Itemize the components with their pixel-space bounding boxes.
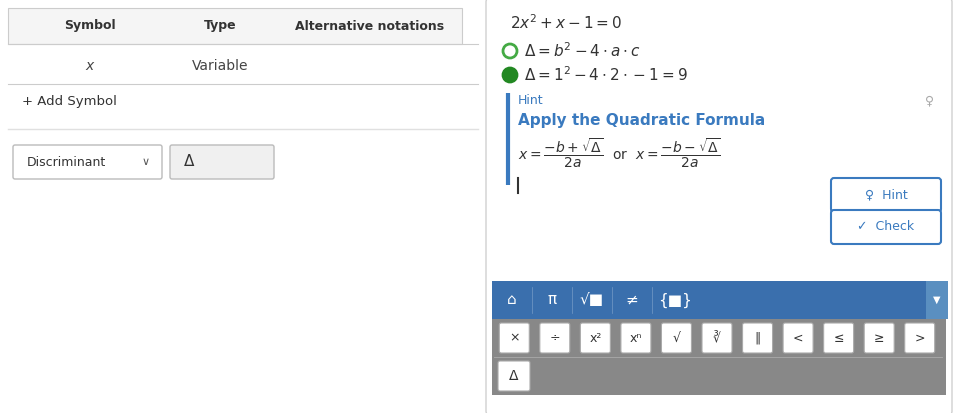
Text: ♀  Hint: ♀ Hint: [864, 188, 906, 202]
Text: xⁿ: xⁿ: [629, 332, 641, 344]
FancyBboxPatch shape: [491, 357, 945, 395]
Text: <: <: [792, 332, 802, 344]
FancyBboxPatch shape: [170, 145, 274, 179]
Text: $\Delta = 1^2 - 4 \cdot 2 \cdot -1 = 9$: $\Delta = 1^2 - 4 \cdot 2 \cdot -1 = 9$: [524, 66, 687, 84]
FancyBboxPatch shape: [782, 323, 812, 353]
FancyBboxPatch shape: [863, 323, 894, 353]
FancyBboxPatch shape: [539, 323, 569, 353]
Text: √: √: [672, 332, 679, 344]
FancyBboxPatch shape: [8, 8, 461, 44]
Text: $\Delta = b^2 - 4 \cdot a \cdot c$: $\Delta = b^2 - 4 \cdot a \cdot c$: [524, 42, 640, 60]
Text: π: π: [547, 292, 556, 308]
FancyBboxPatch shape: [620, 323, 651, 353]
FancyBboxPatch shape: [485, 0, 951, 413]
Text: ⌂: ⌂: [506, 292, 516, 308]
FancyBboxPatch shape: [830, 210, 940, 244]
Text: ≥: ≥: [873, 332, 883, 344]
Text: Δ: Δ: [184, 154, 194, 169]
Text: Hint: Hint: [517, 95, 543, 107]
Text: ÷: ÷: [549, 332, 559, 344]
Text: ∨: ∨: [142, 157, 150, 167]
Text: √■: √■: [579, 292, 604, 308]
FancyBboxPatch shape: [13, 145, 161, 179]
Text: ▼: ▼: [932, 295, 940, 305]
FancyBboxPatch shape: [823, 323, 852, 353]
Text: $x$: $x$: [85, 59, 95, 73]
FancyBboxPatch shape: [925, 281, 947, 319]
FancyBboxPatch shape: [491, 319, 945, 357]
Text: ×: ×: [508, 332, 519, 344]
Text: Discriminant: Discriminant: [27, 156, 106, 169]
Text: >: >: [914, 332, 924, 344]
FancyBboxPatch shape: [903, 323, 934, 353]
Text: ♀: ♀: [924, 95, 933, 107]
FancyBboxPatch shape: [702, 323, 731, 353]
FancyBboxPatch shape: [499, 323, 529, 353]
Circle shape: [503, 44, 516, 58]
Text: + Add Symbol: + Add Symbol: [22, 95, 116, 109]
Text: Apply the Quadratic Formula: Apply the Quadratic Formula: [517, 112, 764, 128]
Text: Alternative notations: Alternative notations: [295, 19, 444, 33]
Text: ≤: ≤: [832, 332, 843, 344]
Text: Δ: Δ: [508, 369, 518, 383]
Text: ‖: ‖: [753, 332, 760, 344]
Text: Symbol: Symbol: [64, 19, 115, 33]
Circle shape: [503, 68, 516, 82]
Text: ✓  Check: ✓ Check: [856, 221, 914, 233]
FancyBboxPatch shape: [830, 178, 940, 212]
Text: ∛: ∛: [712, 332, 720, 344]
FancyBboxPatch shape: [661, 323, 691, 353]
Text: $x = \dfrac{-b + \sqrt{\Delta}}{2a}$  or  $x = \dfrac{-b - \sqrt{\Delta}}{2a}$: $x = \dfrac{-b + \sqrt{\Delta}}{2a}$ or …: [517, 136, 720, 170]
Text: ≠: ≠: [625, 292, 638, 308]
FancyBboxPatch shape: [491, 281, 945, 319]
Text: $2x^2 + x - 1 = 0$: $2x^2 + x - 1 = 0$: [509, 14, 622, 32]
FancyBboxPatch shape: [742, 323, 772, 353]
Text: Type: Type: [204, 19, 236, 33]
Text: Variable: Variable: [191, 59, 248, 73]
FancyBboxPatch shape: [579, 323, 609, 353]
FancyBboxPatch shape: [498, 361, 530, 391]
Text: {■}: {■}: [657, 292, 691, 308]
Text: x²: x²: [588, 332, 601, 344]
